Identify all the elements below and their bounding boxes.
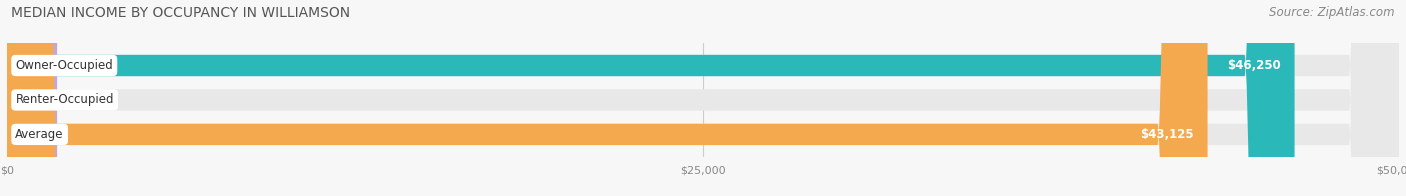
FancyBboxPatch shape bbox=[7, 0, 1295, 196]
Text: MEDIAN INCOME BY OCCUPANCY IN WILLIAMSON: MEDIAN INCOME BY OCCUPANCY IN WILLIAMSON bbox=[11, 6, 350, 20]
Text: Owner-Occupied: Owner-Occupied bbox=[15, 59, 112, 72]
Text: $0: $0 bbox=[75, 93, 90, 106]
FancyBboxPatch shape bbox=[7, 0, 58, 196]
FancyBboxPatch shape bbox=[7, 0, 1208, 196]
Text: Average: Average bbox=[15, 128, 63, 141]
FancyBboxPatch shape bbox=[7, 0, 1399, 196]
Text: Renter-Occupied: Renter-Occupied bbox=[15, 93, 114, 106]
FancyBboxPatch shape bbox=[7, 0, 1399, 196]
Text: $43,125: $43,125 bbox=[1140, 128, 1194, 141]
FancyBboxPatch shape bbox=[7, 0, 1399, 196]
Text: $46,250: $46,250 bbox=[1227, 59, 1281, 72]
Text: Source: ZipAtlas.com: Source: ZipAtlas.com bbox=[1270, 6, 1395, 19]
